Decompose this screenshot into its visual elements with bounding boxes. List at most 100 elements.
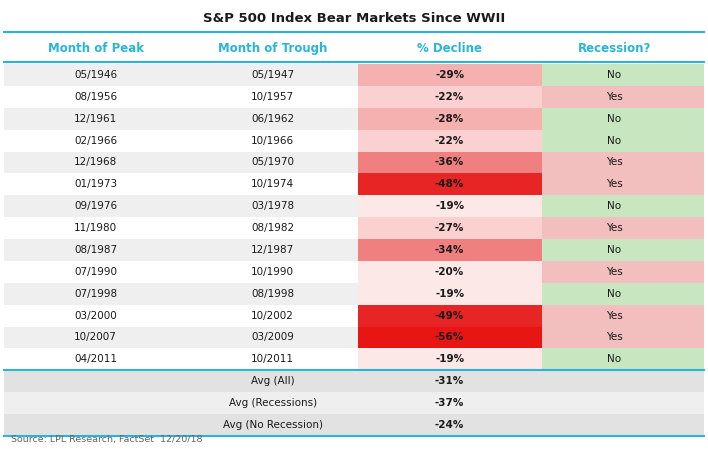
Text: Yes: Yes bbox=[606, 332, 623, 342]
Bar bbox=[358, 305, 542, 327]
Text: 08/1982: 08/1982 bbox=[251, 223, 294, 233]
Text: % Decline: % Decline bbox=[417, 42, 482, 55]
Text: 12/1987: 12/1987 bbox=[251, 245, 295, 255]
Bar bbox=[542, 239, 704, 261]
Bar bbox=[358, 261, 542, 283]
Text: Yes: Yes bbox=[606, 157, 623, 167]
Text: 05/1946: 05/1946 bbox=[74, 70, 117, 80]
Text: 07/1990: 07/1990 bbox=[74, 267, 117, 277]
Bar bbox=[358, 217, 542, 239]
Bar bbox=[358, 152, 542, 174]
Bar bbox=[4, 86, 704, 108]
Bar bbox=[4, 392, 704, 414]
Bar bbox=[4, 349, 704, 370]
Bar bbox=[4, 108, 704, 130]
Text: No: No bbox=[607, 70, 622, 80]
Text: 08/1956: 08/1956 bbox=[74, 92, 117, 102]
Text: Yes: Yes bbox=[606, 179, 623, 189]
Bar bbox=[542, 108, 704, 130]
Text: -56%: -56% bbox=[435, 332, 464, 342]
Text: -19%: -19% bbox=[435, 201, 464, 211]
Text: 05/1970: 05/1970 bbox=[251, 157, 294, 167]
Bar bbox=[4, 239, 704, 261]
Text: 01/1973: 01/1973 bbox=[74, 179, 117, 189]
Text: 12/1968: 12/1968 bbox=[74, 157, 118, 167]
Text: 10/2002: 10/2002 bbox=[251, 311, 294, 321]
Bar bbox=[542, 86, 704, 108]
Bar bbox=[358, 195, 542, 217]
Text: 07/1998: 07/1998 bbox=[74, 289, 117, 299]
Text: 03/2000: 03/2000 bbox=[74, 311, 117, 321]
Text: -27%: -27% bbox=[435, 223, 464, 233]
Text: 06/1962: 06/1962 bbox=[251, 114, 294, 124]
Text: -20%: -20% bbox=[435, 267, 464, 277]
Bar bbox=[542, 174, 704, 195]
Text: 08/1987: 08/1987 bbox=[74, 245, 117, 255]
Bar bbox=[4, 283, 704, 305]
Text: Month of Trough: Month of Trough bbox=[218, 42, 327, 55]
Text: 11/1980: 11/1980 bbox=[74, 223, 117, 233]
Bar bbox=[4, 261, 704, 283]
Text: 12/1961: 12/1961 bbox=[74, 114, 118, 124]
Bar bbox=[358, 239, 542, 261]
Bar bbox=[542, 130, 704, 152]
Text: 10/2011: 10/2011 bbox=[251, 354, 294, 364]
Text: Month of Peak: Month of Peak bbox=[47, 42, 144, 55]
Text: No: No bbox=[607, 201, 622, 211]
Bar bbox=[4, 217, 704, 239]
Bar bbox=[4, 64, 704, 86]
Text: 10/2007: 10/2007 bbox=[74, 332, 117, 342]
Text: 08/1998: 08/1998 bbox=[251, 289, 294, 299]
Text: Avg (All): Avg (All) bbox=[251, 376, 295, 386]
Text: -36%: -36% bbox=[435, 157, 464, 167]
Text: -28%: -28% bbox=[435, 114, 464, 124]
Text: -22%: -22% bbox=[435, 136, 464, 146]
Text: Yes: Yes bbox=[606, 311, 623, 321]
Bar bbox=[4, 130, 704, 152]
Bar bbox=[358, 86, 542, 108]
Text: Avg (Recessions): Avg (Recessions) bbox=[229, 398, 316, 408]
Text: 04/2011: 04/2011 bbox=[74, 354, 117, 364]
Text: No: No bbox=[607, 245, 622, 255]
Text: 09/1976: 09/1976 bbox=[74, 201, 117, 211]
Text: S&P 500 Index Bear Markets Since WWII: S&P 500 Index Bear Markets Since WWII bbox=[203, 13, 505, 25]
Text: 05/1947: 05/1947 bbox=[251, 70, 294, 80]
Text: -49%: -49% bbox=[435, 311, 464, 321]
Text: No: No bbox=[607, 114, 622, 124]
Text: Source: LPL Research, FactSet  12/20/18: Source: LPL Research, FactSet 12/20/18 bbox=[11, 435, 202, 444]
Bar bbox=[358, 108, 542, 130]
Bar bbox=[358, 327, 542, 349]
Text: Avg (No Recession): Avg (No Recession) bbox=[222, 420, 323, 430]
Bar bbox=[542, 64, 704, 86]
Bar bbox=[358, 174, 542, 195]
Text: No: No bbox=[607, 136, 622, 146]
Text: 10/1990: 10/1990 bbox=[251, 267, 294, 277]
Text: -48%: -48% bbox=[435, 179, 464, 189]
Bar bbox=[4, 195, 704, 217]
Text: Recession?: Recession? bbox=[578, 42, 651, 55]
Text: -37%: -37% bbox=[435, 398, 464, 408]
Bar bbox=[4, 305, 704, 327]
Text: Yes: Yes bbox=[606, 223, 623, 233]
Text: 10/1974: 10/1974 bbox=[251, 179, 294, 189]
Bar bbox=[542, 305, 704, 327]
Text: 03/2009: 03/2009 bbox=[251, 332, 294, 342]
Bar bbox=[4, 152, 704, 174]
Bar bbox=[358, 130, 542, 152]
Text: -31%: -31% bbox=[435, 376, 464, 386]
Text: -34%: -34% bbox=[435, 245, 464, 255]
Text: 03/1978: 03/1978 bbox=[251, 201, 294, 211]
Bar bbox=[542, 195, 704, 217]
Bar bbox=[4, 414, 704, 436]
Bar bbox=[542, 283, 704, 305]
Text: -19%: -19% bbox=[435, 289, 464, 299]
Bar bbox=[4, 174, 704, 195]
Bar bbox=[542, 217, 704, 239]
Text: -19%: -19% bbox=[435, 354, 464, 364]
Bar bbox=[358, 283, 542, 305]
Text: 02/1966: 02/1966 bbox=[74, 136, 117, 146]
Bar bbox=[358, 349, 542, 370]
Text: No: No bbox=[607, 289, 622, 299]
Bar bbox=[542, 152, 704, 174]
Text: -22%: -22% bbox=[435, 92, 464, 102]
